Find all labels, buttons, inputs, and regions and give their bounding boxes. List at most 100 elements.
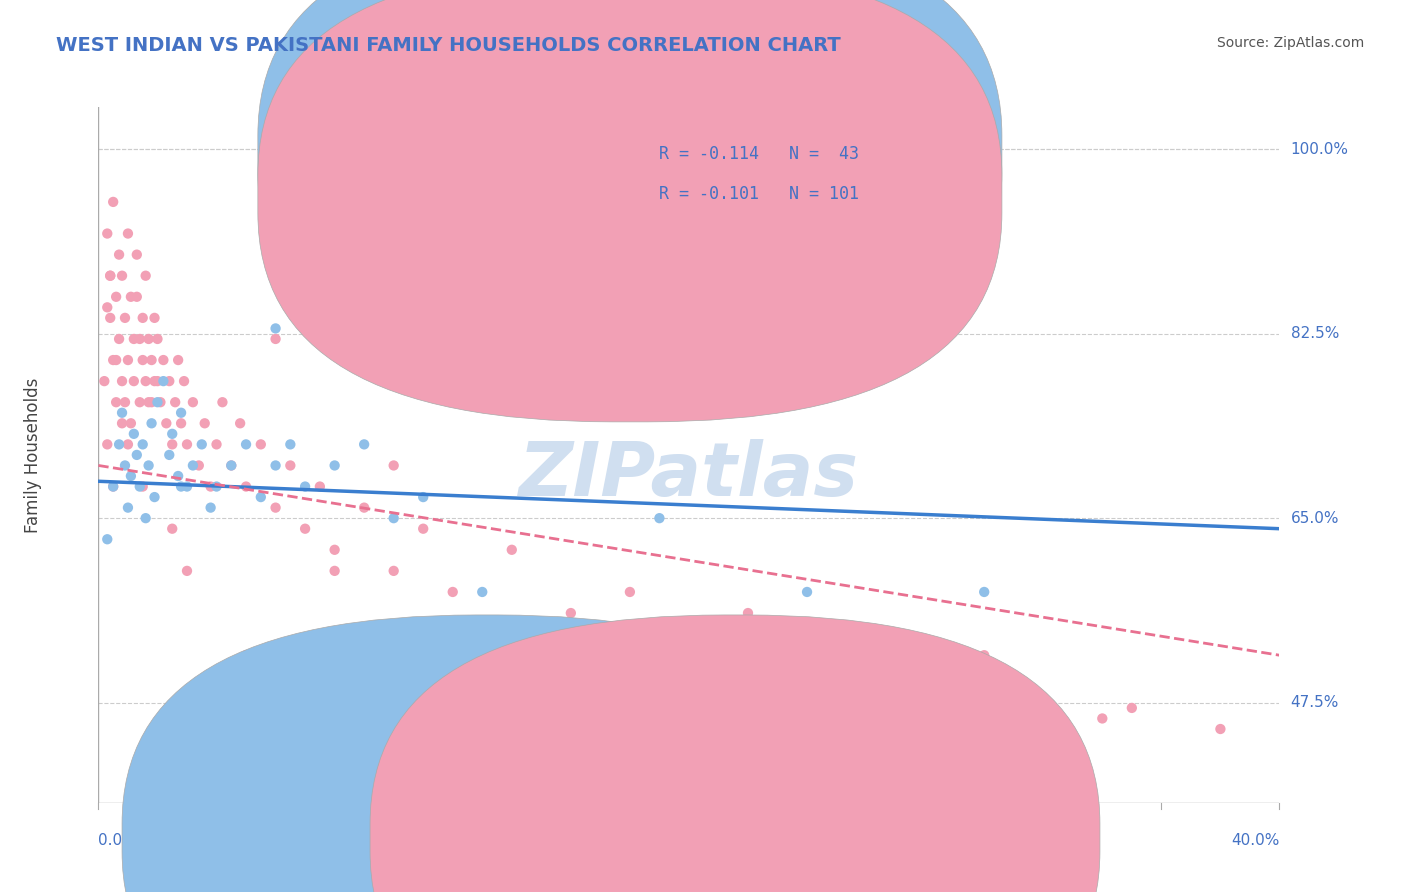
FancyBboxPatch shape [257,0,1002,422]
Point [120,469,142,483]
Point [157,374,180,388]
Point [264,500,287,515]
Point [170,479,193,493]
Point [117,437,139,451]
Point [141,395,163,409]
Point [120,417,142,431]
Point [96,227,118,241]
Text: 47.5%: 47.5% [1291,695,1339,710]
Text: 65.0%: 65.0% [1291,511,1339,525]
Point [309,479,332,493]
Point [141,417,163,431]
Point [205,690,228,705]
Point [132,353,155,368]
Point [176,437,198,451]
Point [1121,701,1143,715]
Point [235,437,257,451]
Point [530,669,553,683]
Point [229,417,252,431]
Point [103,479,125,493]
Text: WEST INDIAN VS PAKISTANI FAMILY HOUSEHOLDS CORRELATION CHART: WEST INDIAN VS PAKISTANI FAMILY HOUSEHOL… [56,36,841,54]
Text: R = -0.114   N =  43: R = -0.114 N = 43 [659,145,859,163]
Point [264,458,287,473]
Point [250,437,273,451]
Text: Pakistanis: Pakistanis [754,830,831,845]
Point [441,701,464,715]
Point [162,426,183,441]
Point [111,417,134,431]
Point [141,353,163,368]
Text: 100.0%: 100.0% [1291,142,1348,157]
Point [264,321,287,335]
Point [149,395,172,409]
Text: 40.0%: 40.0% [1232,833,1279,848]
Point [132,310,155,325]
Point [412,490,434,504]
Point [138,458,160,473]
Point [111,374,134,388]
Text: 82.5%: 82.5% [1291,326,1339,341]
Point [128,332,150,346]
Point [96,301,118,315]
Text: 0.0%: 0.0% [98,833,138,848]
Point [125,290,148,304]
Point [678,648,700,663]
Point [143,310,166,325]
Point [353,500,375,515]
Point [98,268,121,283]
Point [165,395,187,409]
Point [530,321,553,335]
Point [135,374,157,388]
Point [619,585,641,599]
Point [382,458,405,473]
Point [825,690,848,705]
Point [162,522,183,536]
Point [737,606,759,620]
Point [501,542,523,557]
Point [796,669,818,683]
Point [250,490,273,504]
Point [146,374,169,388]
Point [264,701,287,715]
Point [143,374,166,388]
Point [125,448,148,462]
Point [441,648,464,663]
Point [176,564,198,578]
Point [382,564,405,578]
Point [132,479,155,493]
FancyBboxPatch shape [582,121,960,232]
Point [128,395,150,409]
FancyBboxPatch shape [370,615,1099,892]
Point [353,437,375,451]
Point [280,458,302,473]
Point [235,479,257,493]
Point [167,353,190,368]
Point [152,374,174,388]
Point [1032,690,1054,705]
Point [96,533,118,547]
Point [157,448,180,462]
Point [108,437,131,451]
Point [114,395,136,409]
Point [146,332,169,346]
Point [382,638,405,652]
FancyBboxPatch shape [257,0,1002,382]
Point [122,374,145,388]
Point [98,268,121,283]
Point [796,585,818,599]
Point [128,479,150,493]
Point [412,522,434,536]
Point [105,353,128,368]
Point [152,353,174,368]
Point [170,417,193,431]
Point [111,268,134,283]
Point [973,585,995,599]
Point [382,511,405,525]
Point [181,395,204,409]
Point [221,458,243,473]
Point [1209,722,1232,736]
Point [135,268,157,283]
Point [108,247,131,261]
Point [973,701,995,715]
Point [973,648,995,663]
